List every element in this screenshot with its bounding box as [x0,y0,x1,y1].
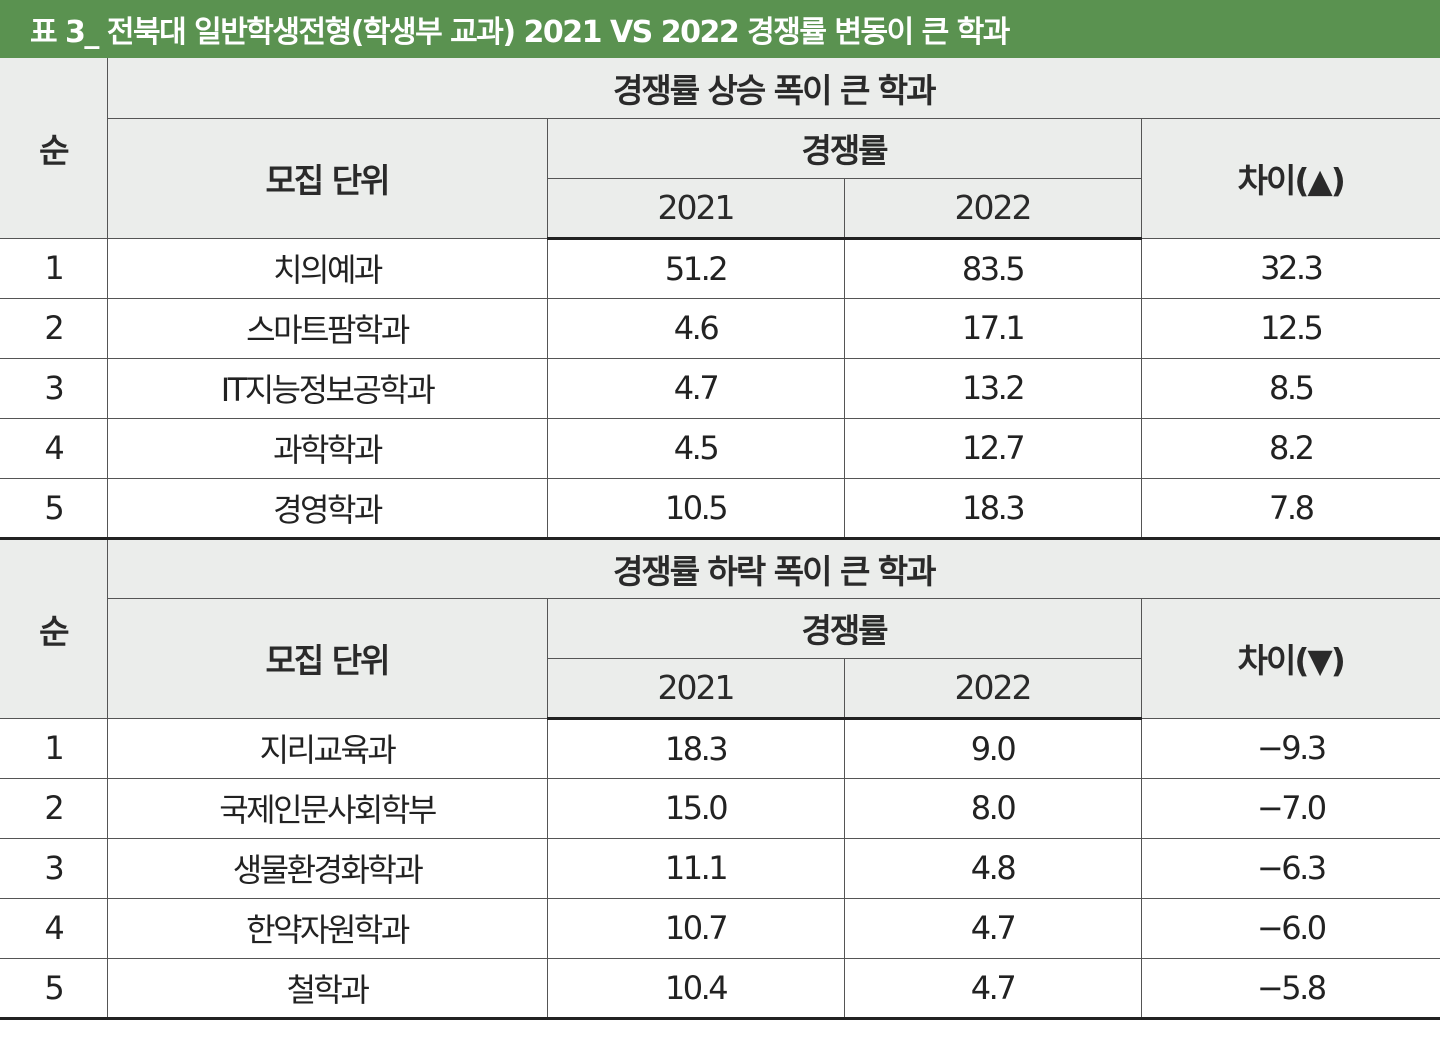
unit-cell: 치의예과 [106,237,548,299]
fall-header-row-1: 순 경쟁률 하락 폭이 큰 학과 [0,537,1440,719]
rate-2021-cell: 4.5 [546,417,845,479]
unit-cell: IT지능정보공학과 [106,357,548,419]
unit-cell: 스마트팜학과 [106,297,548,359]
table-row: 1 치의예과 51.2 83.5 32.3 [0,237,1440,299]
table-row: 4 과학학과 4.5 12.7 8.2 [0,417,1440,479]
unit-cell: 경영학과 [106,477,548,540]
rank-cell: 4 [0,417,108,479]
rise-caption: 경쟁률 상승 폭이 큰 학과 [106,58,1440,119]
unit-cell: 생물환경화학과 [106,837,548,899]
rank-cell: 2 [0,297,108,359]
rank-cell: 4 [0,897,108,959]
rate-2022-cell: 12.7 [843,417,1142,479]
rank-cell: 1 [0,237,108,299]
table-row: 5 철학과 10.4 4.7 −5.8 [0,957,1440,1020]
diff-cell: −7.0 [1140,777,1440,839]
rise-diff-header: 차이(▲) [1140,117,1440,239]
rate-2022-cell: 9.0 [843,717,1142,779]
rank-header: 순 [0,537,108,719]
rate-2021-cell: 15.0 [546,777,845,839]
diff-cell: −5.8 [1140,957,1440,1020]
rate-2022-cell: 83.5 [843,237,1142,299]
competition-rate-table: 순 경쟁률 상승 폭이 큰 학과 모집 단위 경쟁률 차이(▲) 2021 20… [0,58,1440,1020]
fall-header-row-2: 모집 단위 경쟁률 차이(▼) [0,597,1440,719]
rate-2022-cell: 4.8 [843,837,1142,899]
rate-2022-cell: 4.7 [843,897,1142,959]
diff-cell: −6.3 [1140,837,1440,899]
rank-cell: 5 [0,477,108,540]
rise-header-row-3: 2021 2022 [0,177,1440,240]
rate-2021-cell: 18.3 [546,717,845,779]
diff-cell: −9.3 [1140,717,1440,779]
diff-cell: −6.0 [1140,897,1440,959]
rate-2022-cell: 4.7 [843,957,1142,1020]
rank-header: 순 [0,58,108,239]
table-row: 3 생물환경화학과 11.1 4.8 −6.3 [0,837,1440,899]
rate-2021-cell: 10.4 [546,957,845,1020]
unit-cell: 철학과 [106,957,548,1020]
rate-header: 경쟁률 [546,597,1142,659]
rate-header: 경쟁률 [546,117,1142,179]
unit-cell: 한약자원학과 [106,897,548,959]
year-2021-header: 2021 [547,657,845,720]
rate-2021-cell: 10.5 [546,477,845,540]
rise-header-row-1: 순 경쟁률 상승 폭이 큰 학과 [0,58,1440,239]
fall-header-row-3: 2021 2022 [0,657,1440,720]
year-2022-header: 2022 [843,657,1141,720]
rate-2021-cell: 11.1 [546,837,845,899]
rank-cell: 1 [0,717,108,779]
unit-cell: 지리교육과 [106,717,548,779]
unit-cell: 국제인문사회학부 [106,777,548,839]
rise-header-row-2: 모집 단위 경쟁률 차이(▲) [0,117,1440,239]
rate-2021-cell: 51.2 [546,237,845,299]
table-row: 3 IT지능정보공학과 4.7 13.2 8.5 [0,357,1440,419]
rate-2021-cell: 4.6 [546,297,845,359]
unit-header: 모집 단위 [107,597,548,719]
diff-cell: 7.8 [1140,477,1440,540]
unit-header: 모집 단위 [107,117,548,239]
rank-cell: 5 [0,957,108,1020]
table-row: 1 지리교육과 18.3 9.0 −9.3 [0,717,1440,779]
rank-cell: 2 [0,777,108,839]
table-row: 2 국제인문사회학부 15.0 8.0 −7.0 [0,777,1440,839]
diff-cell: 8.5 [1140,357,1440,419]
rate-2022-cell: 18.3 [843,477,1142,540]
unit-cell: 과학학과 [106,417,548,479]
table-title: 표 3_ 전북대 일반학생전형(학생부 교과) 2021 VS 2022 경쟁률… [0,0,1440,58]
rate-2021-cell: 10.7 [546,897,845,959]
diff-cell: 8.2 [1140,417,1440,479]
table-row: 2 스마트팜학과 4.6 17.1 12.5 [0,297,1440,359]
rate-2022-cell: 13.2 [843,357,1142,419]
fall-caption: 경쟁률 하락 폭이 큰 학과 [106,537,1440,599]
table-row: 5 경영학과 10.5 18.3 7.8 [0,477,1440,540]
fall-diff-header: 차이(▼) [1140,597,1440,719]
year-2022-header: 2022 [843,177,1141,240]
rank-cell: 3 [0,357,108,419]
rate-2022-cell: 8.0 [843,777,1142,839]
diff-cell: 32.3 [1140,237,1440,299]
table-row: 4 한약자원학과 10.7 4.7 −6.0 [0,897,1440,959]
rate-2021-cell: 4.7 [546,357,845,419]
year-2021-header: 2021 [547,177,845,240]
rate-2022-cell: 17.1 [843,297,1142,359]
diff-cell: 12.5 [1140,297,1440,359]
rank-cell: 3 [0,837,108,899]
